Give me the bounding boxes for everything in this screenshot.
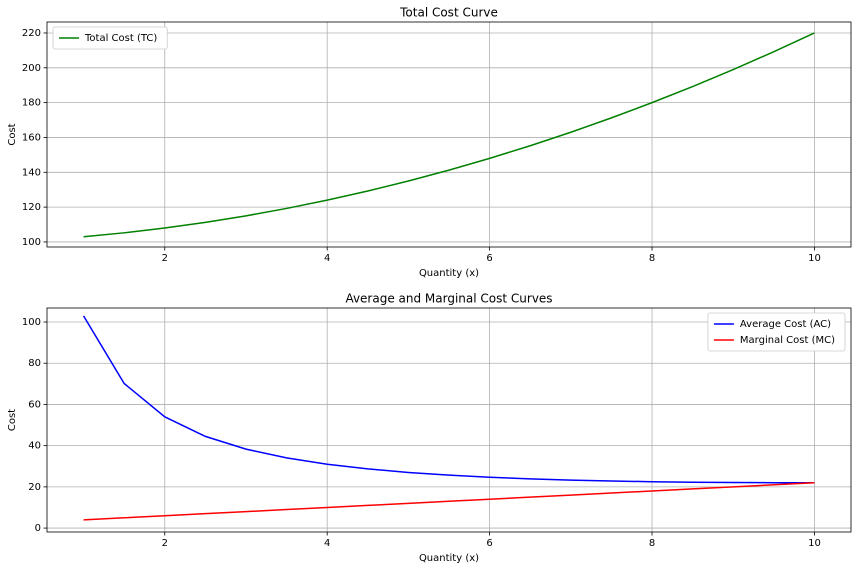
- x-axis-label: Quantity (x): [419, 268, 479, 279]
- legend: Average Cost (AC) Marginal Cost (MC): [707, 312, 846, 352]
- legend-frame: [52, 26, 168, 50]
- plot-frame: [46, 21, 852, 248]
- x-tick-label: 8: [649, 253, 655, 264]
- chart-title: Total Cost Curve: [399, 6, 498, 20]
- y-tick-label: 100: [22, 317, 41, 328]
- legend-label: Total Cost (TC): [84, 33, 157, 44]
- y-tick-label: 180: [22, 98, 41, 109]
- chart-title: Average and Marginal Cost Curves: [345, 292, 552, 306]
- x-tick-label: 4: [324, 538, 330, 549]
- x-tick-label: 6: [486, 253, 492, 264]
- y-tick-label: 160: [22, 132, 41, 143]
- x-tick-label: 4: [324, 253, 330, 264]
- y-tick-label: 140: [22, 167, 41, 178]
- y-tick-label: 200: [22, 63, 41, 74]
- x-tick-label: 2: [162, 538, 168, 549]
- legend-label: Marginal Cost (MC): [740, 335, 835, 346]
- x-axis-label: Quantity (x): [419, 553, 479, 564]
- y-tick-label: 60: [28, 399, 41, 410]
- legend: Total Cost (TC): [52, 26, 168, 50]
- y-tick-label: 120: [22, 202, 41, 213]
- legend-label: Average Cost (AC): [740, 319, 831, 330]
- x-tick-label: 2: [162, 253, 168, 264]
- legend-frame: [707, 312, 846, 352]
- y-axis-label: Cost: [7, 123, 18, 145]
- x-tick-label: 10: [808, 538, 821, 549]
- y-tick-label: 20: [28, 482, 41, 493]
- y-tick-label: 100: [22, 237, 41, 248]
- data-line: [82, 315, 815, 484]
- y-tick-label: 0: [35, 523, 41, 534]
- x-tick-label: 6: [486, 538, 492, 549]
- y-tick-label: 80: [28, 358, 41, 369]
- plot-frame: [46, 307, 852, 533]
- y-axis-label: Cost: [7, 409, 18, 431]
- plot-background: [47, 22, 851, 247]
- data-line: [83, 32, 815, 238]
- x-tick-label: 10: [808, 253, 821, 264]
- y-tick-label: 40: [28, 441, 41, 452]
- data-line: [83, 482, 815, 521]
- x-tick-label: 8: [649, 538, 655, 549]
- y-tick-label: 220: [22, 28, 41, 39]
